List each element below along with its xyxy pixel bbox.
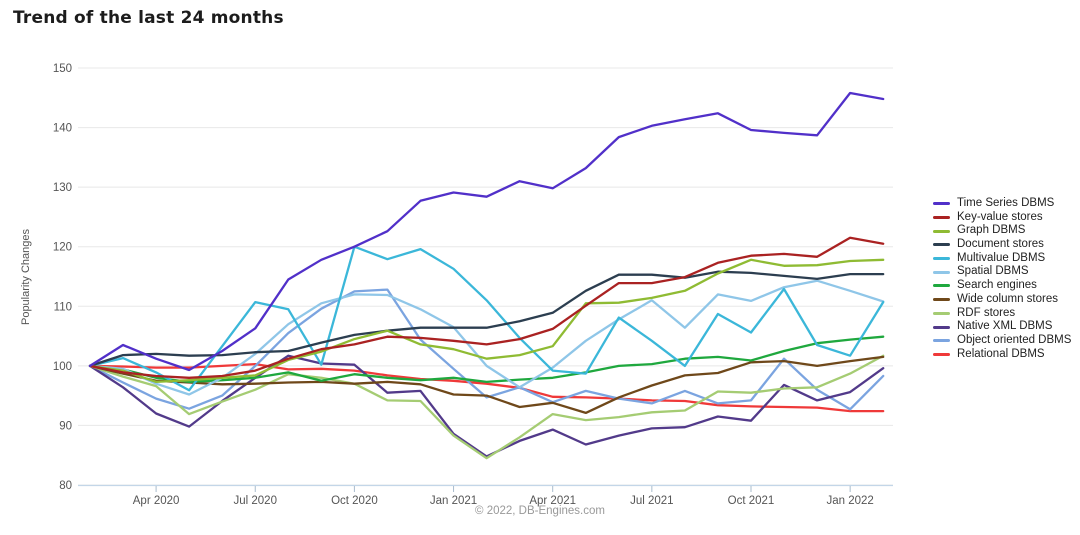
legend-swatch <box>933 229 950 233</box>
x-tick-label: Apr 2021 <box>529 495 576 507</box>
series-line-graph-dbms <box>88 258 885 384</box>
y-tick-label: 150 <box>53 63 72 75</box>
legend-swatch <box>933 325 950 329</box>
legend-item: Key-value stores <box>933 211 1071 225</box>
legend-item: Native XML DBMS <box>933 320 1071 334</box>
legend-label: Relational DBMS <box>957 347 1045 360</box>
legend-item: Graph DBMS <box>933 224 1071 238</box>
legend-label: Search engines <box>957 279 1037 292</box>
series-line-wide-column-stores <box>88 355 885 415</box>
legend-label: Wide column stores <box>957 292 1058 305</box>
x-tick-label: Jan 2022 <box>826 495 873 507</box>
y-tick-label: 80 <box>59 480 72 492</box>
series-line-object-oriented-dbms <box>88 288 885 411</box>
legend-label: RDF stores <box>957 306 1016 319</box>
legend-label: Spatial DBMS <box>957 265 1029 278</box>
legend-swatch <box>933 202 950 206</box>
legend-item: Wide column stores <box>933 293 1071 307</box>
legend-item: RDF stores <box>933 307 1071 321</box>
y-tick-label: 120 <box>53 242 72 254</box>
series-line-rdf-stores <box>88 354 885 460</box>
x-tick-label: Jul 2021 <box>630 495 673 507</box>
legend-label: Key-value stores <box>957 210 1043 223</box>
legend-item: Search engines <box>933 279 1071 293</box>
legend-item: Spatial DBMS <box>933 265 1071 279</box>
legend-label: Native XML DBMS <box>957 320 1053 333</box>
series-line-time-series-dbms <box>88 91 885 372</box>
legend-label: Multivalue DBMS <box>957 251 1046 264</box>
legend-swatch <box>933 270 950 274</box>
chart-title: Trend of the last 24 months <box>13 8 284 28</box>
x-tick-label: Oct 2021 <box>728 495 775 507</box>
legend-label: Document stores <box>957 238 1044 251</box>
legend-swatch <box>933 298 950 302</box>
legend-swatch <box>933 284 950 288</box>
y-tick-label: 100 <box>53 361 72 373</box>
x-tick-label: Apr 2020 <box>133 495 180 507</box>
legend: Time Series DBMS Key-value stores Graph DB… <box>933 197 1071 361</box>
y-tick-label: 130 <box>53 182 72 194</box>
legend-item: Object oriented DBMS <box>933 334 1071 348</box>
legend-item: Time Series DBMS <box>933 197 1071 211</box>
legend-item: Relational DBMS <box>933 348 1071 362</box>
legend-label: Time Series DBMS <box>957 197 1055 209</box>
x-tick-label: Jul 2020 <box>234 495 277 507</box>
x-tick-label: Oct 2020 <box>331 495 378 507</box>
x-tick-label: Jan 2021 <box>430 495 477 507</box>
y-tick-label: 90 <box>59 420 72 432</box>
legend-swatch <box>933 257 950 261</box>
series-line-document-stores <box>88 270 885 368</box>
series-line-relational-dbms <box>88 362 885 413</box>
legend-swatch <box>933 311 950 315</box>
legend-swatch <box>933 352 950 356</box>
legend-item: Multivalue DBMS <box>933 252 1071 266</box>
legend-swatch <box>933 243 950 247</box>
series-line-multivalue-dbms <box>88 245 885 392</box>
legend-label: Graph DBMS <box>957 224 1026 237</box>
legend-label: Object oriented DBMS <box>957 333 1072 346</box>
footer-credit: © 2022, DB-Engines.com <box>475 505 605 517</box>
series-line-search-engines <box>88 335 885 384</box>
legend-swatch <box>933 339 950 343</box>
y-tick-label: 110 <box>54 301 72 313</box>
legend-swatch <box>933 216 950 220</box>
legend-item: Document stores <box>933 238 1071 252</box>
series-line-key-value-stores <box>88 236 885 379</box>
y-tick-label: 140 <box>53 123 72 135</box>
